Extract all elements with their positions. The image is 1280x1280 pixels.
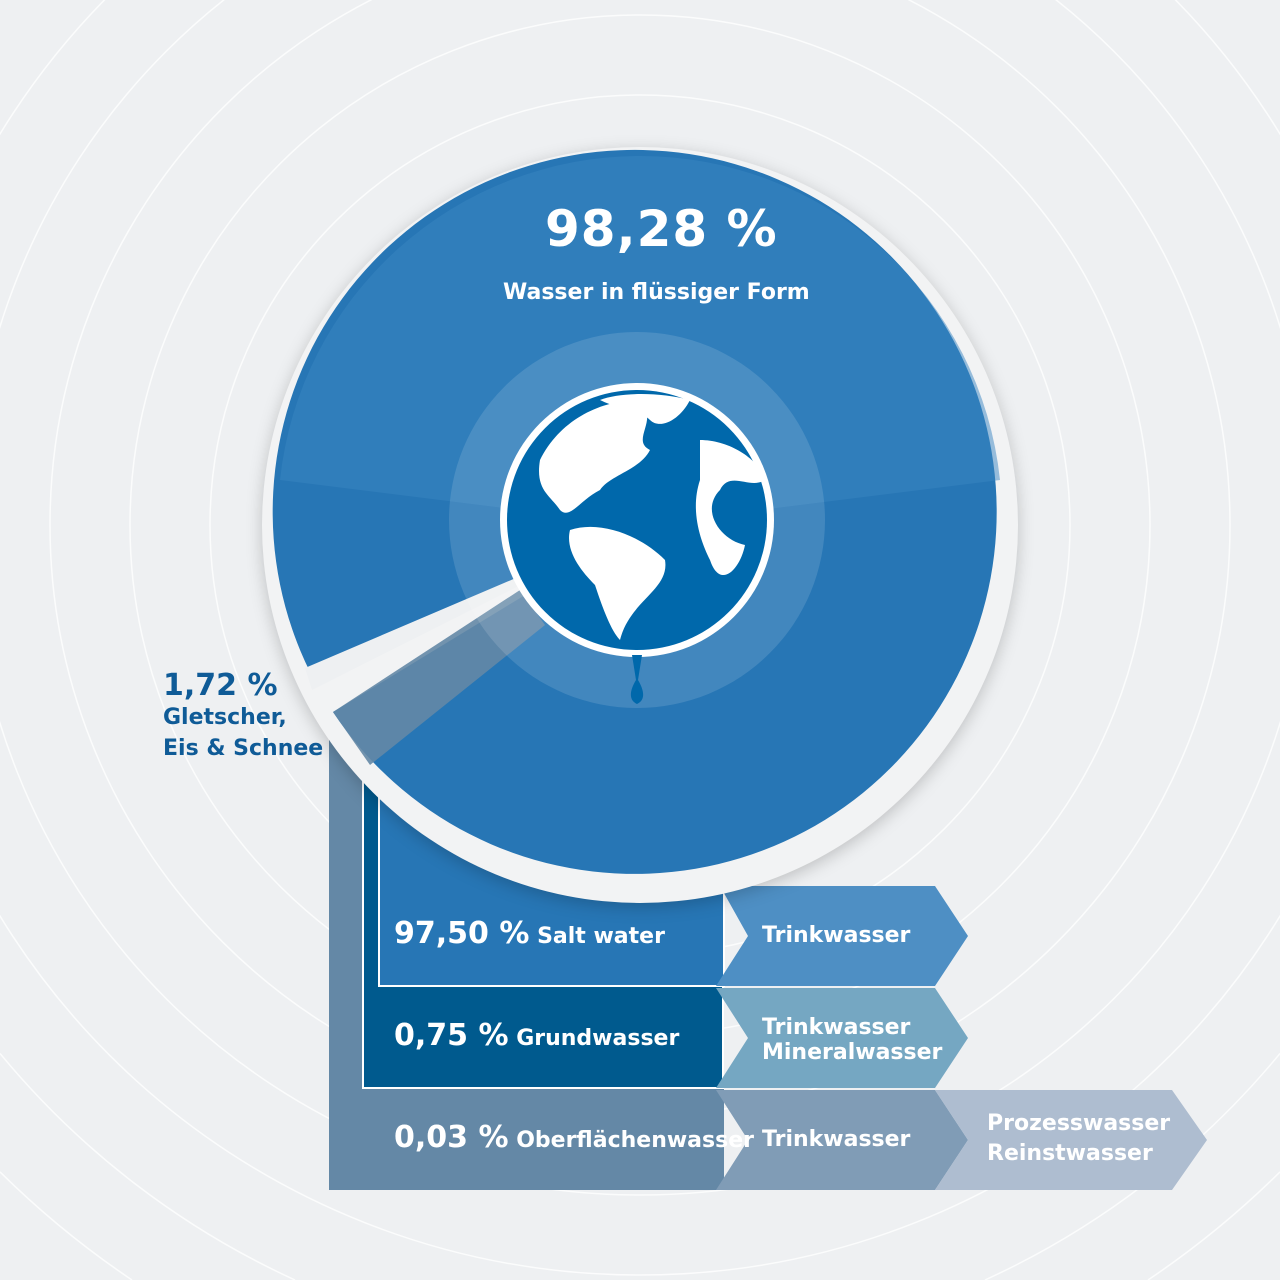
row-3-percent: 0,03 % — [394, 1120, 509, 1155]
main-segment-highlight — [280, 155, 1000, 525]
row-1-percent: 97,50 % — [394, 916, 530, 951]
row-3-name: Oberflächenwasser — [516, 1128, 754, 1153]
chevron-row3a — [716, 1090, 968, 1190]
row-3-label: 0,03 % Oberflächenwasser — [394, 1120, 754, 1155]
chevron-row2 — [716, 988, 968, 1088]
row-2-use-1: Trinkwasser — [762, 1015, 911, 1040]
row-3-use: Trinkwasser — [762, 1127, 911, 1152]
chevron-row3b — [935, 1090, 1207, 1190]
main-label: Wasser in flüssiger Form — [503, 280, 810, 305]
side-percent: 1,72 % — [163, 668, 278, 703]
side-label-1: Gletscher, — [163, 705, 287, 730]
main-percent: 98,28 % — [545, 200, 778, 258]
row-2-percent: 0,75 % — [394, 1018, 509, 1053]
row-2-name: Grundwasser — [516, 1026, 680, 1051]
row-2-use-2: Mineralwasser — [762, 1040, 943, 1065]
side-label-2: Eis & Schnee — [163, 736, 324, 761]
row-2-label: 0,75 % Grundwasser — [394, 1018, 679, 1053]
ice-segment — [333, 590, 545, 765]
chevron-row1 — [716, 886, 968, 986]
row-1-use: Trinkwasser — [762, 923, 911, 948]
row-1-label: 97,50 % Salt water — [394, 916, 665, 951]
row-3-extra-2: Reinstwasser — [987, 1141, 1153, 1166]
row-3-extra-1: Prozesswasser — [987, 1111, 1171, 1136]
globe-water-drop-icon — [500, 383, 774, 704]
row-1-name: Salt water — [537, 924, 665, 949]
